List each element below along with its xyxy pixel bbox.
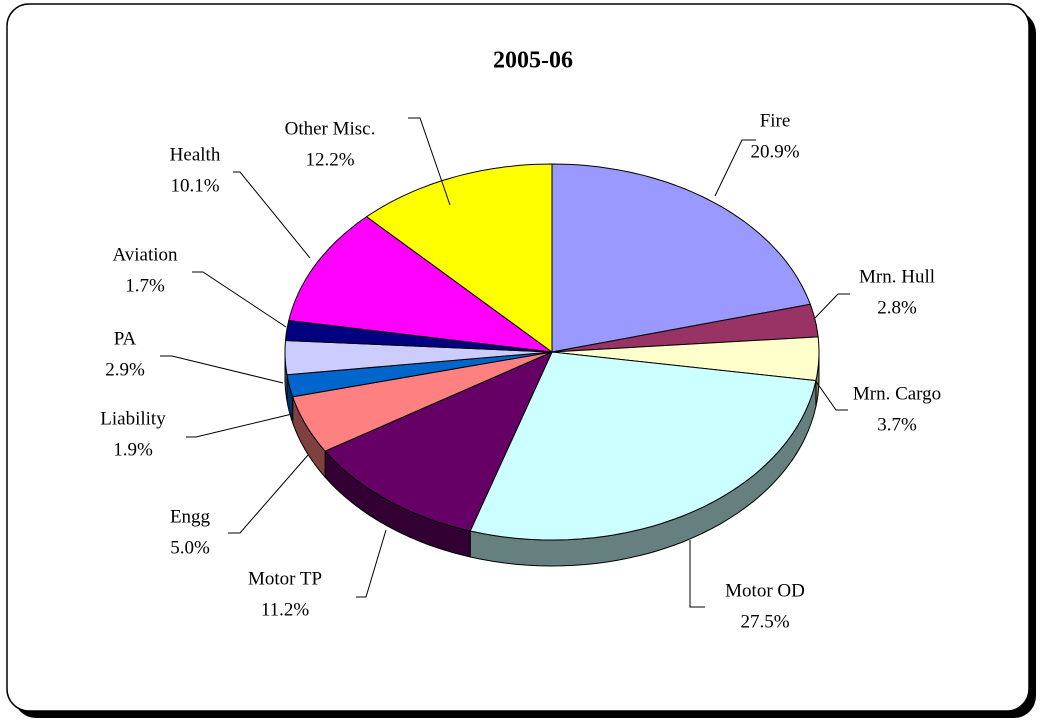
slice xyxy=(551,336,820,382)
slice-label: Mrn. Cargo xyxy=(853,383,941,404)
slice xyxy=(288,216,554,353)
slice-value-label: 10.1% xyxy=(170,175,219,196)
slice-value-label: 2.9% xyxy=(105,359,145,380)
leader-line xyxy=(186,413,293,438)
slice xyxy=(286,351,553,398)
slice xyxy=(365,163,553,353)
slice-label: Liability xyxy=(100,408,166,429)
slice-value-label: 27.5% xyxy=(740,611,789,632)
leader-line xyxy=(233,171,311,259)
slice-value-label: 3.7% xyxy=(877,414,917,435)
slice-label: Other Misc. xyxy=(285,118,376,139)
leader-line xyxy=(192,271,287,328)
slice-label: PA xyxy=(114,328,137,349)
slice xyxy=(292,351,553,452)
slice xyxy=(551,303,819,353)
slice-label: Mrn. Hull xyxy=(859,266,935,287)
slice xyxy=(551,163,811,353)
slice-label: Health xyxy=(170,144,221,165)
slice-value-label: 1.9% xyxy=(113,439,153,460)
slice-label: Motor OD xyxy=(725,580,805,601)
slice-value-label: 5.0% xyxy=(170,537,210,558)
slice-label: Engg xyxy=(170,506,211,527)
leader-line xyxy=(408,117,451,206)
chart-title: 2005-06 xyxy=(493,48,573,74)
slice xyxy=(469,351,817,541)
slice-value-label: 11.2% xyxy=(261,599,310,620)
leader-line xyxy=(160,355,284,384)
slice-value-label: 2.8% xyxy=(877,297,917,318)
slice-label: Fire xyxy=(760,110,791,131)
leader-line xyxy=(814,379,848,411)
slice-value-label: 1.7% xyxy=(125,275,165,296)
leader-line xyxy=(689,540,705,608)
slice xyxy=(324,351,553,532)
leader-line xyxy=(356,529,387,598)
slice-value-label: 20.9% xyxy=(750,141,799,162)
slice xyxy=(284,339,553,376)
slice-value-label: 12.2% xyxy=(305,149,354,170)
leader-line xyxy=(714,139,756,197)
slice-label: Motor TP xyxy=(248,568,322,589)
leader-line xyxy=(228,454,309,534)
leader-line xyxy=(814,293,850,319)
slice-label: Aviation xyxy=(112,244,178,265)
